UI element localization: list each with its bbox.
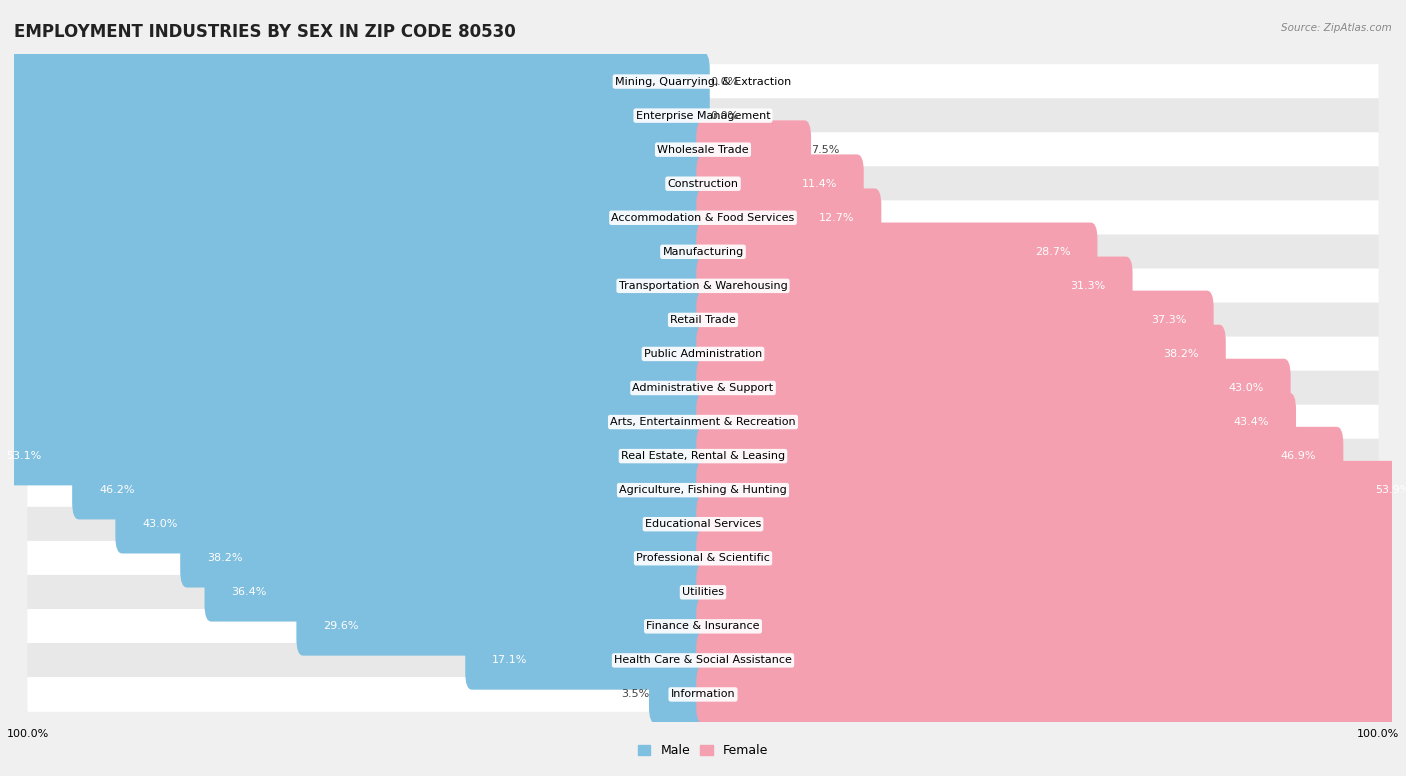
- Text: Public Administration: Public Administration: [644, 349, 762, 359]
- FancyBboxPatch shape: [0, 52, 710, 111]
- Text: Arts, Entertainment & Recreation: Arts, Entertainment & Recreation: [610, 417, 796, 427]
- FancyBboxPatch shape: [650, 665, 710, 724]
- FancyBboxPatch shape: [696, 189, 882, 247]
- Text: 43.0%: 43.0%: [1229, 383, 1264, 393]
- Text: Finance & Insurance: Finance & Insurance: [647, 622, 759, 632]
- Text: 38.2%: 38.2%: [1163, 349, 1199, 359]
- FancyBboxPatch shape: [696, 324, 1226, 383]
- FancyBboxPatch shape: [696, 427, 1343, 485]
- Text: EMPLOYMENT INDUSTRIES BY SEX IN ZIP CODE 80530: EMPLOYMENT INDUSTRIES BY SEX IN ZIP CODE…: [14, 23, 516, 41]
- Text: Health Care & Social Assistance: Health Care & Social Assistance: [614, 656, 792, 665]
- FancyBboxPatch shape: [180, 529, 710, 587]
- FancyBboxPatch shape: [0, 189, 710, 247]
- FancyBboxPatch shape: [204, 563, 710, 622]
- FancyBboxPatch shape: [28, 200, 1378, 235]
- FancyBboxPatch shape: [465, 631, 710, 690]
- FancyBboxPatch shape: [28, 609, 1378, 644]
- FancyBboxPatch shape: [696, 597, 1406, 656]
- FancyBboxPatch shape: [28, 99, 1378, 133]
- FancyBboxPatch shape: [297, 597, 710, 656]
- FancyBboxPatch shape: [696, 495, 1406, 553]
- FancyBboxPatch shape: [696, 393, 1296, 452]
- FancyBboxPatch shape: [696, 291, 1213, 349]
- FancyBboxPatch shape: [696, 120, 811, 179]
- Text: Educational Services: Educational Services: [645, 519, 761, 529]
- FancyBboxPatch shape: [28, 268, 1378, 303]
- FancyBboxPatch shape: [696, 563, 1406, 622]
- Text: 53.1%: 53.1%: [6, 451, 41, 461]
- Text: 53.9%: 53.9%: [1375, 485, 1406, 495]
- FancyBboxPatch shape: [696, 359, 1291, 417]
- Text: 36.4%: 36.4%: [232, 587, 267, 598]
- FancyBboxPatch shape: [0, 86, 710, 145]
- Text: Agriculture, Fishing & Hunting: Agriculture, Fishing & Hunting: [619, 485, 787, 495]
- FancyBboxPatch shape: [0, 393, 710, 452]
- FancyBboxPatch shape: [28, 234, 1378, 269]
- Text: 29.6%: 29.6%: [323, 622, 359, 632]
- Text: Administrative & Support: Administrative & Support: [633, 383, 773, 393]
- FancyBboxPatch shape: [28, 303, 1378, 338]
- Text: 11.4%: 11.4%: [801, 178, 837, 189]
- FancyBboxPatch shape: [0, 257, 710, 315]
- FancyBboxPatch shape: [0, 154, 710, 213]
- Text: Accommodation & Food Services: Accommodation & Food Services: [612, 213, 794, 223]
- Text: 38.2%: 38.2%: [207, 553, 243, 563]
- FancyBboxPatch shape: [28, 64, 1378, 99]
- FancyBboxPatch shape: [115, 495, 710, 553]
- Text: Manufacturing: Manufacturing: [662, 247, 744, 257]
- FancyBboxPatch shape: [28, 132, 1378, 167]
- Text: 37.3%: 37.3%: [1152, 315, 1187, 325]
- FancyBboxPatch shape: [28, 166, 1378, 201]
- FancyBboxPatch shape: [696, 631, 1406, 690]
- Text: Wholesale Trade: Wholesale Trade: [657, 144, 749, 154]
- Text: Information: Information: [671, 689, 735, 699]
- FancyBboxPatch shape: [28, 507, 1378, 542]
- FancyBboxPatch shape: [28, 643, 1378, 677]
- Text: 43.0%: 43.0%: [142, 519, 177, 529]
- Text: Utilities: Utilities: [682, 587, 724, 598]
- Text: Construction: Construction: [668, 178, 738, 189]
- Text: Source: ZipAtlas.com: Source: ZipAtlas.com: [1281, 23, 1392, 33]
- Text: 0.0%: 0.0%: [710, 77, 738, 87]
- FancyBboxPatch shape: [696, 461, 1406, 519]
- FancyBboxPatch shape: [72, 461, 710, 519]
- Text: Real Estate, Rental & Leasing: Real Estate, Rental & Leasing: [621, 451, 785, 461]
- FancyBboxPatch shape: [696, 223, 1098, 281]
- FancyBboxPatch shape: [0, 359, 710, 417]
- Text: Professional & Scientific: Professional & Scientific: [636, 553, 770, 563]
- Text: 46.9%: 46.9%: [1281, 451, 1316, 461]
- Text: 28.7%: 28.7%: [1035, 247, 1070, 257]
- FancyBboxPatch shape: [28, 575, 1378, 610]
- FancyBboxPatch shape: [0, 324, 710, 383]
- Text: Retail Trade: Retail Trade: [671, 315, 735, 325]
- FancyBboxPatch shape: [0, 427, 710, 485]
- Text: 46.2%: 46.2%: [100, 485, 135, 495]
- Text: 17.1%: 17.1%: [492, 656, 527, 665]
- Text: Mining, Quarrying, & Extraction: Mining, Quarrying, & Extraction: [614, 77, 792, 87]
- FancyBboxPatch shape: [0, 291, 710, 349]
- FancyBboxPatch shape: [696, 529, 1406, 587]
- FancyBboxPatch shape: [696, 257, 1133, 315]
- FancyBboxPatch shape: [696, 154, 863, 213]
- Legend: Male, Female: Male, Female: [633, 740, 773, 762]
- Text: 3.5%: 3.5%: [620, 689, 650, 699]
- FancyBboxPatch shape: [28, 405, 1378, 439]
- Text: Transportation & Warehousing: Transportation & Warehousing: [619, 281, 787, 291]
- FancyBboxPatch shape: [0, 120, 710, 179]
- FancyBboxPatch shape: [0, 223, 710, 281]
- FancyBboxPatch shape: [28, 473, 1378, 508]
- Text: 12.7%: 12.7%: [818, 213, 855, 223]
- FancyBboxPatch shape: [28, 337, 1378, 371]
- Text: 0.0%: 0.0%: [710, 111, 738, 120]
- FancyBboxPatch shape: [28, 677, 1378, 712]
- Text: Enterprise Management: Enterprise Management: [636, 111, 770, 120]
- FancyBboxPatch shape: [696, 665, 1406, 724]
- FancyBboxPatch shape: [28, 371, 1378, 405]
- FancyBboxPatch shape: [28, 438, 1378, 473]
- Text: 31.3%: 31.3%: [1070, 281, 1105, 291]
- FancyBboxPatch shape: [28, 541, 1378, 576]
- Text: 7.5%: 7.5%: [811, 144, 839, 154]
- Text: 43.4%: 43.4%: [1233, 417, 1270, 427]
